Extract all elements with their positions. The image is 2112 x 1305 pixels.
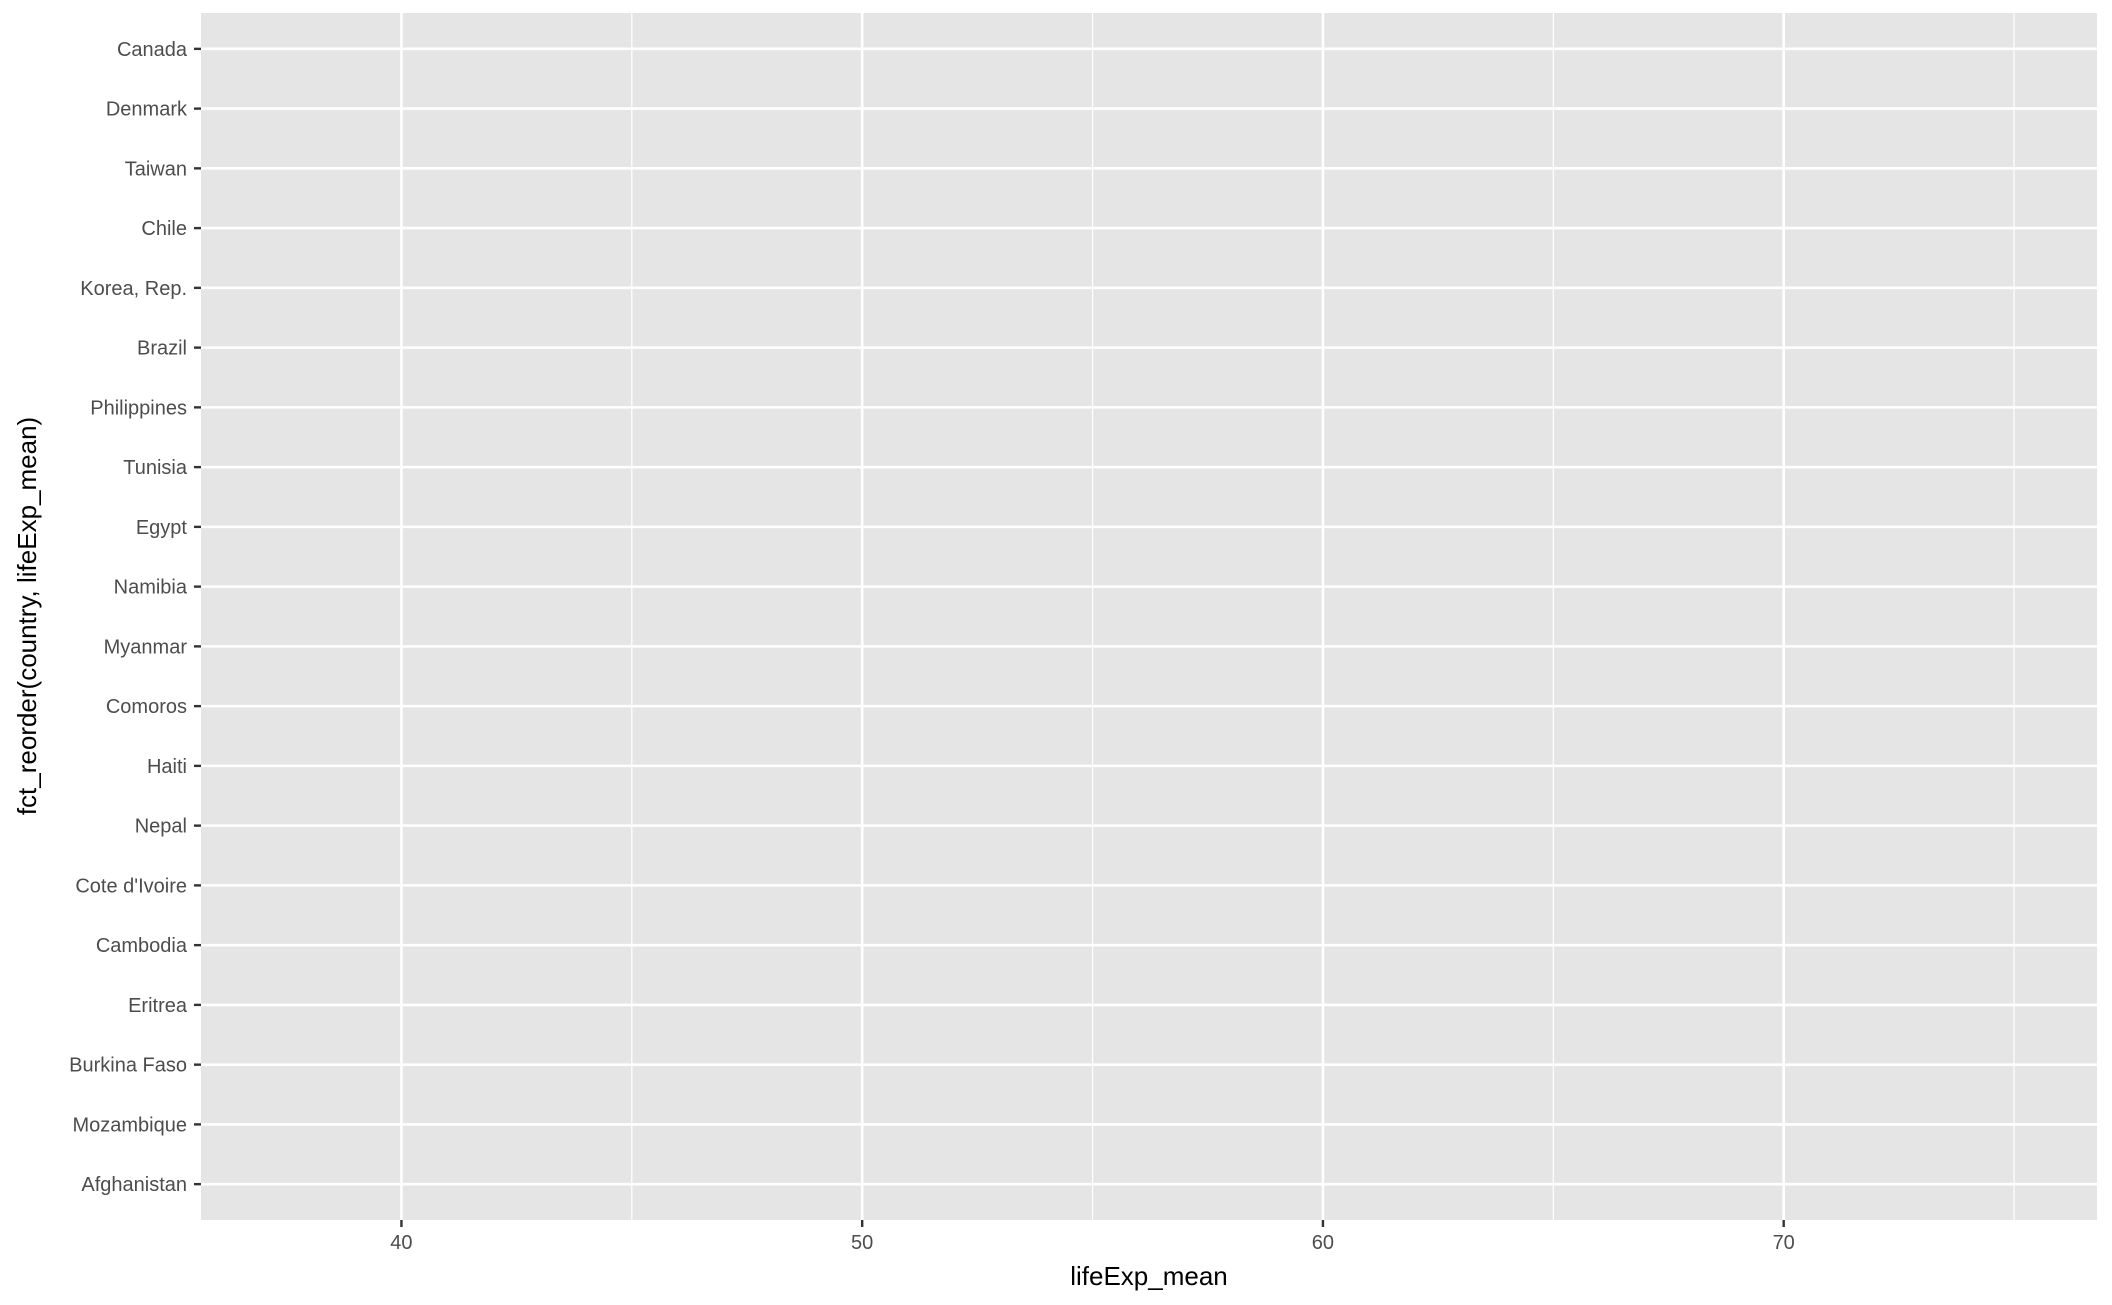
y-tick-label: Cote d'Ivoire <box>75 875 187 897</box>
y-tick-label: Philippines <box>90 397 187 419</box>
x-tick-label: 60 <box>1312 1232 1334 1254</box>
gridlines <box>201 13 2097 1220</box>
y-tick-label: Egypt <box>136 517 188 539</box>
y-tick-label: Eritrea <box>128 995 188 1017</box>
y-tick-label: Taiwan <box>125 158 187 180</box>
y-tick-label: Afghanistan <box>81 1174 187 1196</box>
y-tick-label: Tunisia <box>123 457 188 479</box>
y-tick-label: Mozambique <box>72 1114 187 1136</box>
y-tick-label: Burkina Faso <box>69 1055 187 1077</box>
y-tick-label: Denmark <box>106 99 188 121</box>
y-tick-label: Myanmar <box>104 636 188 658</box>
y-tick-label: Brazil <box>137 338 187 360</box>
y-tick-label: Cambodia <box>96 935 188 957</box>
x-tick-label: 70 <box>1773 1232 1795 1254</box>
y-tick-label: Namibia <box>114 577 188 599</box>
y-tick-label: Haiti <box>147 756 187 778</box>
y-tick-label: Comoros <box>106 696 187 718</box>
x-axis: 40 50 60 70 <box>390 1220 1795 1254</box>
y-tick-label: Korea, Rep. <box>80 278 187 300</box>
y-tick-label: Nepal <box>135 816 187 838</box>
x-tick-label: 40 <box>390 1232 412 1254</box>
x-axis-title: lifeExp_mean <box>1070 1261 1228 1291</box>
y-tick-label: Chile <box>141 218 187 240</box>
plot-panel <box>201 13 2097 1220</box>
y-axis-title: fct_reorder(country, lifeExp_mean) <box>12 417 42 815</box>
y-tick-label: Canada <box>117 39 188 61</box>
y-axis: Afghanistan Mozambique Burkina Faso Eritrea… <box>69 39 201 1196</box>
x-tick-label: 50 <box>851 1232 873 1254</box>
